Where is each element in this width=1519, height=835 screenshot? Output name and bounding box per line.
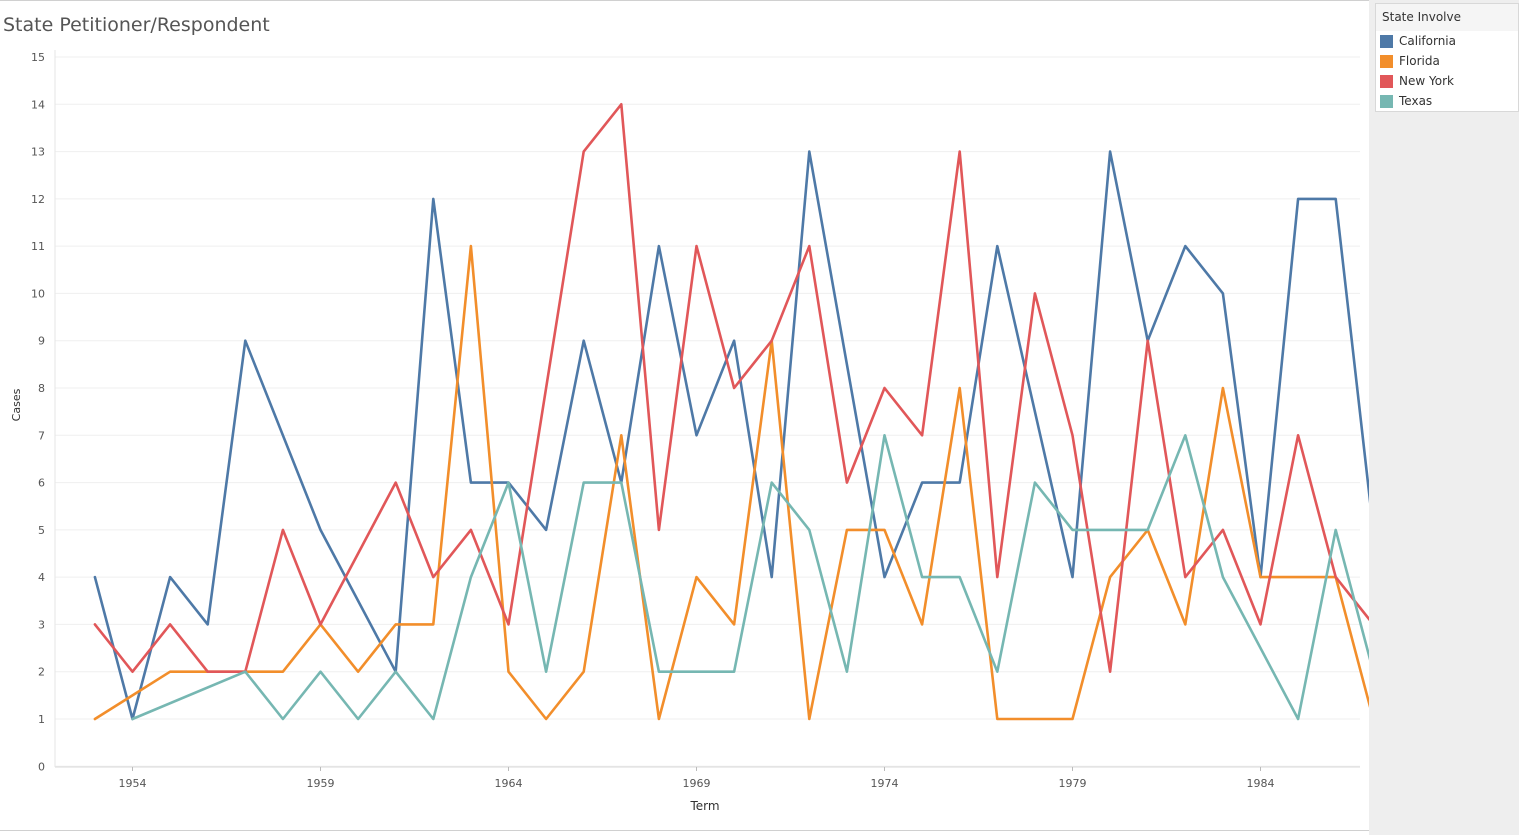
y-tick-label: 14 (31, 98, 45, 111)
legend-label: California (1399, 34, 1456, 48)
legend-item-new-york[interactable]: New York (1376, 71, 1518, 91)
y-tick-label: 12 (31, 193, 45, 206)
y-tick-label: 0 (38, 760, 45, 773)
y-tick-label: 13 (31, 146, 45, 159)
legend-swatch (1380, 74, 1393, 88)
y-tick-label: 15 (31, 51, 45, 64)
x-tick-label: 1979 (1059, 777, 1087, 790)
frame-bottom-border (0, 830, 1369, 831)
x-tick-label: 1964 (495, 777, 523, 790)
series-line-florida[interactable] (93, 244, 1369, 721)
y-tick-label: 4 (38, 571, 45, 584)
y-tick-label: 10 (31, 287, 45, 300)
legend-label: Texas (1399, 94, 1433, 108)
x-axis-label: Term (689, 799, 719, 813)
y-tick-label: 6 (38, 477, 45, 490)
legend-swatch (1380, 94, 1393, 108)
frame-top-border (0, 0, 1369, 1)
legend-item-california[interactable]: California (1376, 31, 1518, 51)
y-tick-label: 7 (38, 429, 45, 442)
legend-item-florida[interactable]: Florida (1376, 51, 1518, 71)
chart-title: State Petitioner/Respondent (3, 14, 270, 36)
legend-items: California Florida New York Texas (1376, 31, 1518, 111)
legend-label: Florida (1399, 54, 1440, 68)
legend-item-texas[interactable]: Texas (1376, 91, 1518, 111)
x-tick-label: 1984 (1247, 777, 1275, 790)
x-axis-ticks: 1954195919641969197419791984198919941999… (54, 50, 1360, 790)
x-tick-label: 1954 (119, 777, 147, 790)
y-tick-label: 1 (38, 713, 45, 726)
legend-title: State Involve (1376, 4, 1518, 31)
series-line-new-york[interactable] (93, 103, 1369, 719)
grid-lines (55, 56, 1360, 767)
legend[interactable]: State Involve California Florida New York T… (1375, 3, 1519, 112)
y-tick-label: 2 (38, 666, 45, 679)
legend-swatch (1380, 54, 1393, 68)
y-tick-label: 11 (31, 240, 45, 253)
y-tick-label: 3 (38, 618, 45, 631)
legend-label: New York (1399, 74, 1454, 88)
y-tick-label: 5 (38, 524, 45, 537)
series-line-texas[interactable] (131, 388, 1370, 721)
y-axis-label: Cases (10, 388, 23, 421)
series-lines (93, 103, 1370, 721)
y-tick-label: 9 (38, 335, 45, 348)
legend-swatch (1380, 34, 1393, 48)
x-tick-label: 1959 (307, 777, 335, 790)
y-tick-label: 8 (38, 382, 45, 395)
x-tick-label: 1969 (683, 777, 711, 790)
right-panel (1369, 0, 1519, 835)
x-tick-label: 1974 (871, 777, 899, 790)
